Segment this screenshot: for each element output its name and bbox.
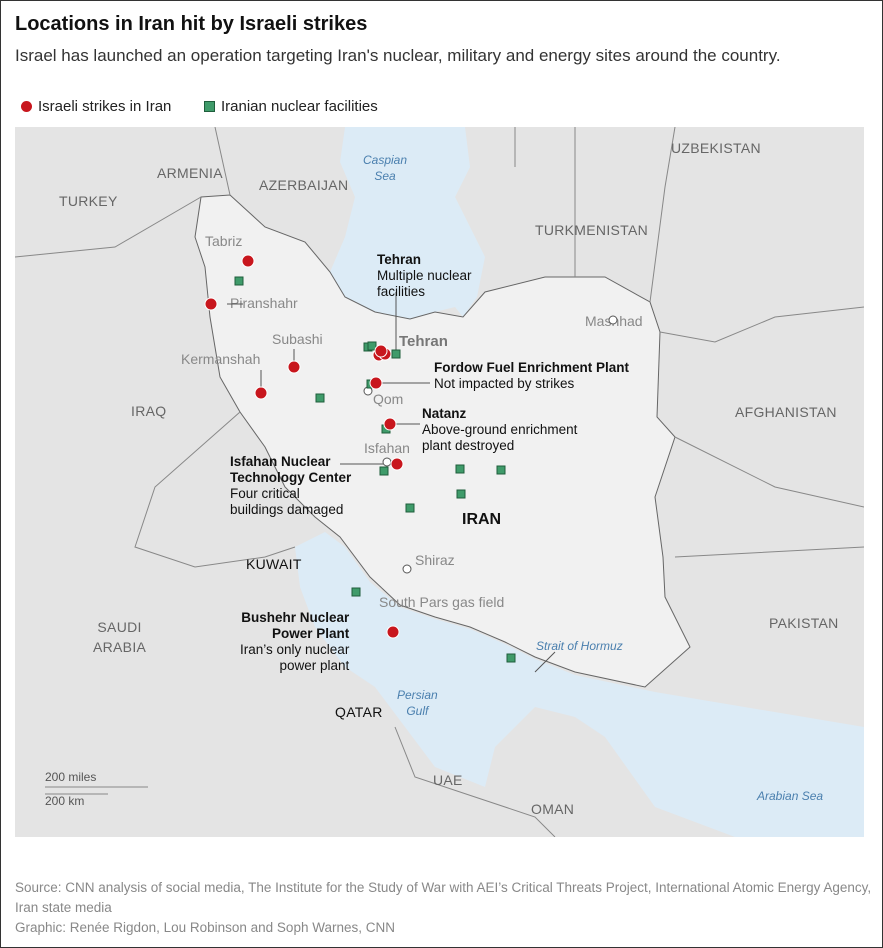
annotation-title: Fordow Fuel Enrichment Plant (434, 360, 630, 375)
city-dot-shiraz (402, 564, 412, 574)
annotation-bushehr: Bushehr Nuclear Power Plant Iran’s only n… (240, 610, 349, 674)
leader-line (534, 651, 556, 673)
label-shiraz: Shiraz (415, 552, 455, 568)
scale-miles: 200 miles (45, 770, 97, 784)
annotation-fordow: Fordow Fuel Enrichment Plant Not impacted… (434, 360, 629, 392)
nuclear-facility-marker (456, 489, 466, 499)
label-turkmenistan: TURKMENISTAN (535, 222, 649, 238)
label-turkey: TURKEY (59, 193, 118, 209)
strike-marker-isfahan (390, 457, 404, 471)
label-pakistan: PAKISTAN (769, 615, 839, 631)
annotation-title: Bushehr Nuclear Power Plant (241, 610, 350, 641)
nuclear-facility-marker (351, 587, 361, 597)
label-iran: IRAN (462, 511, 502, 528)
nuclear-facility-marker (379, 466, 389, 476)
legend-nuclear: Iranian nuclear facilities (204, 98, 378, 115)
label-oman: OMAN (531, 801, 575, 817)
strike-marker-subashi (287, 360, 301, 374)
label-uzbekistan: UZBEKISTAN (671, 140, 761, 156)
green-square-icon (204, 101, 215, 112)
nuclear-facility-marker (405, 503, 415, 513)
legend-label: Iranian nuclear facilities (221, 98, 378, 115)
red-dot-icon (21, 101, 32, 112)
strike-marker-piranshahr (204, 297, 218, 311)
border-lines (14, 126, 865, 838)
label-tehran-city: Tehran (399, 333, 448, 350)
label-strait-of-hormuz: Strait of Hormuz (536, 639, 623, 653)
strike-marker-bushehr (386, 625, 400, 639)
annotation-title: Isfahan Nuclear Technology Center (230, 454, 352, 485)
map: ARMENIA AZERBAIJAN TURKEY UZBEKISTAN TUR… (14, 126, 865, 838)
annotation-text: Not impacted by strikes (434, 376, 575, 391)
nuclear-facility-marker (506, 653, 516, 663)
label-qatar: QATAR (335, 704, 383, 720)
label-armenia: ARMENIA (157, 165, 223, 181)
label-south-pars: South Pars gas field (379, 594, 505, 610)
nuclear-facility-marker (496, 465, 506, 475)
label-isfahan-city: Isfahan (364, 440, 410, 456)
label-subashi: Subashi (272, 331, 323, 347)
label-iraq: IRAQ (131, 403, 167, 419)
annotation-natanz: Natanz Above-ground enrichment plant dest… (422, 406, 577, 454)
strike-marker-tehran (374, 344, 388, 358)
city-dot-isfahan (382, 457, 392, 467)
label-caspian-sea: Caspian Sea (363, 153, 408, 183)
persian-gulf (295, 532, 864, 837)
city-dot-mashhad (608, 315, 618, 325)
annotation-title: Natanz (422, 406, 467, 421)
strike-marker-tabriz (241, 254, 255, 268)
legend-strikes: Israeli strikes in Iran (21, 98, 171, 115)
annotation-title: Tehran (377, 252, 422, 267)
label-piranshahr: Piranshahr (230, 295, 298, 311)
map-base (14, 126, 865, 838)
annotation-text: Four critical buildings damaged (230, 486, 344, 517)
title: Locations in Iran hit by Israeli strikes (15, 13, 368, 35)
iran-land (194, 194, 691, 688)
label-azerbaijan: AZERBAIJAN (259, 177, 349, 193)
annotation-isfahan: Isfahan Nuclear Technology Center Four cr… (230, 454, 351, 518)
annotation-text: Above-ground enrichment plant destroyed (422, 422, 578, 453)
nuclear-facility-marker (391, 349, 401, 359)
scale-km: 200 km (45, 794, 85, 808)
nuclear-facility-marker (455, 464, 465, 474)
label-kermanshah: Kermanshah (181, 351, 261, 367)
label-kuwait: KUWAIT (246, 556, 302, 572)
label-saudi-arabia: SAUDI ARABIA (93, 619, 147, 655)
annotation-tehran: Tehran Multiple nuclear facilities (377, 252, 472, 300)
annotation-text: Multiple nuclear facilities (377, 268, 472, 299)
label-persian-gulf: Persian Gulf (397, 688, 438, 718)
nuclear-facility-marker (367, 341, 377, 351)
strike-marker-kermanshah (254, 386, 268, 400)
annotation-text: Iran’s only nuclear power plant (240, 642, 350, 673)
subtitle: Israel has launched an operation targeti… (15, 46, 781, 65)
source-note: Source: CNN analysis of social media, Th… (15, 880, 872, 915)
label-tabriz: Tabriz (205, 233, 243, 249)
markers-layer (45, 254, 618, 795)
nuclear-facility-marker (315, 393, 325, 403)
legend-label: Israeli strikes in Iran (38, 98, 172, 115)
graphic-credit: Graphic: Renée Rigdon, Lou Robinson and … (15, 920, 395, 935)
strike-marker-natanz (383, 417, 397, 431)
label-uae: UAE (433, 772, 463, 788)
label-qom: Qom (373, 391, 404, 407)
strike-marker-fordow (369, 376, 383, 390)
caspian-sea (330, 127, 485, 319)
label-afghanistan: AFGHANISTAN (735, 404, 837, 420)
footer: Source: CNN analysis of social media, Th… (15, 878, 875, 938)
nuclear-facility-marker (234, 276, 244, 286)
label-arabian-sea: Arabian Sea (757, 789, 824, 803)
